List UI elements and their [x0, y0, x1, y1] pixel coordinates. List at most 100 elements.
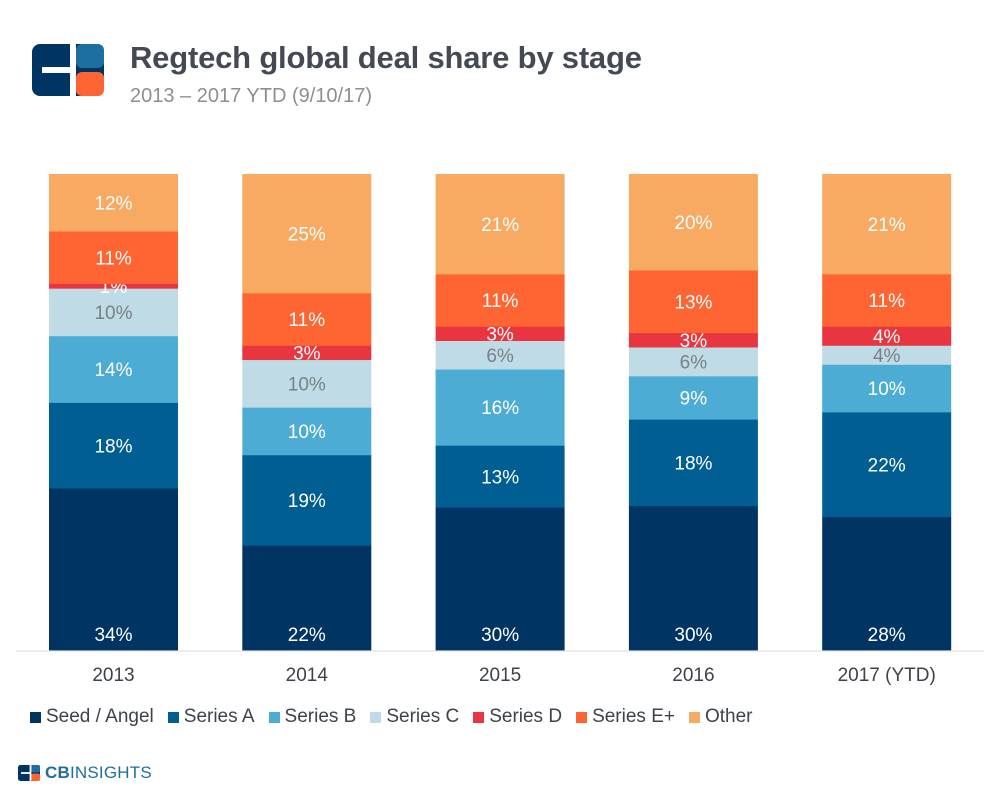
legend-item: Seed / Angel	[30, 706, 154, 728]
data-label: 22%	[868, 455, 906, 476]
data-label: 11%	[288, 310, 325, 331]
legend-swatch	[370, 711, 382, 723]
legend-item: Series B	[268, 706, 357, 728]
data-label: 11%	[482, 291, 519, 312]
data-label: 13%	[674, 292, 712, 313]
legend-item: Series A	[167, 706, 255, 728]
bar-segment	[822, 326, 952, 346]
data-label: 30%	[674, 625, 712, 646]
bar-segment	[242, 454, 372, 546]
cbinsights-logo-icon	[32, 44, 104, 96]
bar-segment	[628, 332, 758, 348]
legend-item: Series E+	[576, 706, 675, 728]
bar-segment	[242, 293, 372, 346]
data-label: 25%	[288, 225, 326, 246]
bar-segment	[49, 335, 178, 403]
data-label: 12%	[94, 194, 132, 215]
brand-bold: CB	[45, 763, 70, 782]
data-label: 10%	[94, 303, 132, 324]
bar-segment	[49, 231, 178, 284]
legend-label: Series C	[386, 706, 460, 727]
data-label: 11%	[95, 248, 132, 269]
data-label: 13%	[481, 467, 519, 488]
legend-swatch	[167, 711, 179, 723]
data-label: 6%	[680, 353, 708, 374]
legend-swatch	[473, 711, 485, 723]
data-label: 21%	[481, 215, 519, 236]
bar-segment	[435, 369, 565, 446]
data-label: 11%	[868, 291, 905, 312]
legend-item: Series D	[473, 706, 562, 728]
legend-label: Series D	[489, 706, 563, 727]
bar-segment	[49, 288, 178, 337]
bar-segment	[822, 345, 952, 365]
bar-segment	[628, 270, 758, 334]
data-label: 30%	[481, 625, 519, 646]
data-label: 18%	[94, 436, 132, 457]
data-label: 10%	[288, 374, 326, 395]
chart-subtitle: 2013 – 2017 YTD (9/10/17)	[130, 85, 373, 107]
bar-segment	[242, 407, 372, 456]
bar-segment	[628, 347, 758, 377]
bar-segment	[822, 273, 952, 327]
x-tick-label: 2013	[92, 665, 134, 686]
bar-segment	[822, 364, 952, 413]
legend-label: Series E+	[592, 706, 675, 727]
x-tick-label: 2017 (YTD)	[838, 665, 936, 686]
legend-swatch	[30, 711, 41, 723]
bar-segment	[49, 283, 178, 289]
bar-segment	[822, 412, 952, 518]
legend-label: Other	[704, 706, 753, 727]
bar-segment	[628, 375, 758, 420]
bar-segment	[435, 507, 565, 651]
data-label: 10%	[288, 422, 326, 443]
bar-segment	[49, 174, 178, 232]
brand-wordmark: CBINSIGHTS	[45, 763, 152, 783]
data-label: 16%	[481, 398, 519, 419]
legend-swatch	[576, 711, 588, 723]
data-label: 3%	[293, 344, 321, 365]
bar-segment	[628, 419, 758, 507]
bar-segment	[435, 273, 565, 327]
data-label: 3%	[486, 324, 514, 345]
data-label: 34%	[94, 625, 132, 646]
brand-light: INSIGHTS	[69, 763, 152, 782]
bar-segment	[822, 174, 952, 275]
bar-segment	[242, 359, 372, 408]
legend-label: Series B	[284, 706, 357, 727]
bar-segment	[628, 505, 758, 651]
x-tick-label: 2014	[286, 665, 329, 686]
data-label: 6%	[486, 346, 514, 367]
data-label: 14%	[94, 360, 132, 381]
bar-segment	[435, 174, 565, 275]
bar-segment	[628, 174, 758, 271]
bar-segment	[435, 445, 565, 508]
bar-segment	[49, 488, 178, 651]
data-label: 10%	[868, 379, 906, 400]
data-label: 21%	[868, 215, 906, 236]
data-label: 3%	[680, 331, 708, 352]
data-label: 4%	[873, 346, 901, 367]
bar-segment	[242, 545, 372, 651]
data-label: 20%	[674, 213, 712, 234]
bar-segment	[435, 340, 565, 370]
data-label: 19%	[288, 491, 326, 512]
bar-segment	[435, 326, 565, 341]
chart-title: Regtech global deal share by stage	[130, 40, 642, 75]
legend: Seed / Angel Series A Series B Series C Seri…	[30, 706, 767, 728]
cbinsights-small-logo-icon	[18, 765, 40, 781]
bar-segment	[242, 174, 372, 294]
data-label: 18%	[674, 453, 712, 474]
data-label: 22%	[288, 625, 326, 646]
x-tick-label: 2015	[479, 665, 521, 686]
bar-segment	[242, 345, 372, 361]
bar-segment	[822, 516, 952, 651]
data-label: 9%	[680, 389, 708, 410]
stacked-bar-chart: 34%18%14%10%1%11%12%201322%19%10%10%3%11…	[16, 174, 984, 686]
legend-item: Series C	[370, 706, 459, 728]
legend-label: Series A	[183, 706, 255, 727]
brand-footer: CBINSIGHTS	[18, 763, 152, 783]
legend-swatch	[268, 711, 280, 723]
x-tick-label: 2016	[672, 665, 714, 686]
legend-item: Other	[688, 706, 753, 728]
